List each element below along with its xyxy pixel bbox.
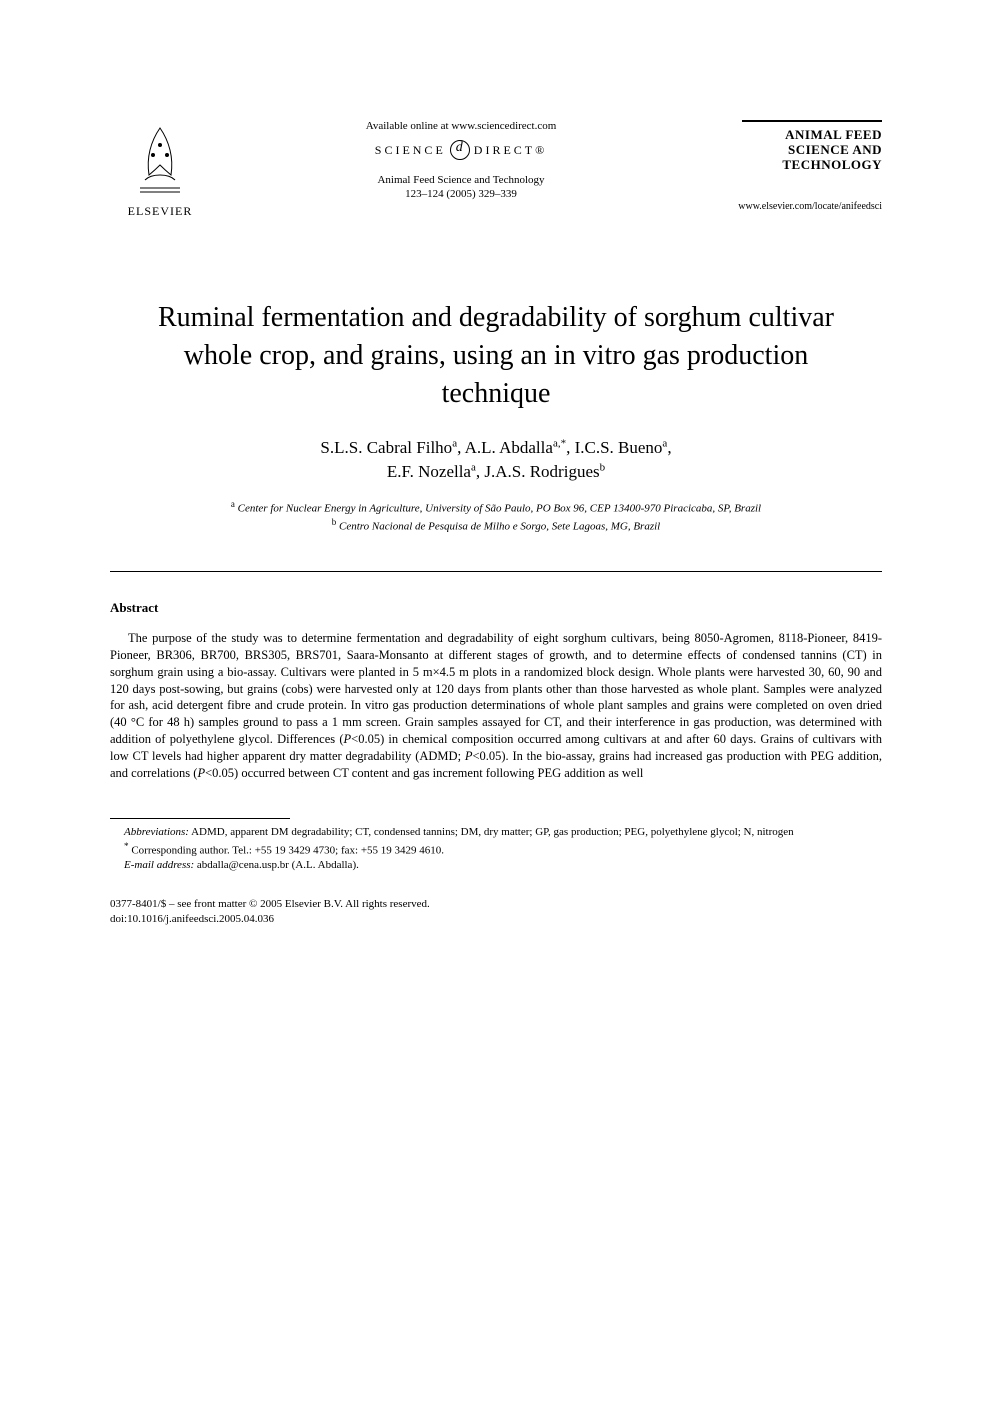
author-2: , A.L. Abdalla bbox=[457, 438, 553, 457]
journal-name-center: Animal Feed Science and Technology bbox=[230, 174, 692, 186]
abbrev-text: ADMD, apparent DM degradability; CT, con… bbox=[189, 826, 794, 838]
sd-right: DIRECT® bbox=[474, 143, 547, 158]
author-3-comma: , bbox=[667, 438, 671, 457]
email-value: abdalla@cena.usp.br (A.L. Abdalla). bbox=[194, 859, 359, 871]
corr-text: Corresponding author. Tel.: +55 19 3429 … bbox=[129, 844, 444, 856]
authors: S.L.S. Cabral Filhoa, A.L. Abdallaa,*, I… bbox=[110, 436, 882, 484]
abbreviations-line: Abbreviations: ADMD, apparent DM degrada… bbox=[110, 825, 882, 840]
jt-l1: ANIMAL FEED bbox=[785, 127, 882, 142]
header-row: ELSEVIER Available online at www.science… bbox=[110, 120, 882, 219]
publisher-block: ELSEVIER bbox=[110, 120, 210, 219]
jt-l3: TECHNOLOGY bbox=[782, 157, 882, 172]
copyright-block: 0377-8401/$ – see front matter © 2005 El… bbox=[110, 897, 882, 927]
abstract-body: The purpose of the study was to determin… bbox=[110, 630, 882, 782]
journal-block: ANIMAL FEED SCIENCE AND TECHNOLOGY www.e… bbox=[712, 120, 882, 212]
issn-line: 0377-8401/$ – see front matter © 2005 El… bbox=[110, 897, 882, 912]
affil-a: Center for Nuclear Energy in Agriculture… bbox=[235, 503, 761, 515]
author-5-sup: b bbox=[600, 462, 606, 474]
header-center: Available online at www.sciencedirect.co… bbox=[210, 120, 712, 200]
sd-left: SCIENCE bbox=[375, 143, 446, 158]
abs-p1: P bbox=[344, 732, 352, 746]
jt-l2: SCIENCE AND bbox=[788, 142, 882, 157]
volume-pages: 123–124 (2005) 329–339 bbox=[230, 188, 692, 200]
author-3: , I.C.S. Bueno bbox=[566, 438, 662, 457]
author-4: E.F. Nozella bbox=[387, 462, 471, 481]
abs-p3: P bbox=[197, 766, 205, 780]
corresponding-author-line: * Corresponding author. Tel.: +55 19 342… bbox=[110, 840, 882, 859]
affil-b: Centro Nacional de Pesquisa de Milho e S… bbox=[336, 521, 660, 533]
footnotes: Abbreviations: ADMD, apparent DM degrada… bbox=[110, 825, 882, 873]
abs-post: <0.05) occurred between CT content and g… bbox=[205, 766, 643, 780]
elsevier-logo bbox=[125, 120, 195, 200]
science-direct-logo: SCIENCE DIRECT® bbox=[230, 140, 692, 160]
available-online-text: Available online at www.sciencedirect.co… bbox=[230, 120, 692, 132]
doi-line: doi:10.1016/j.anifeedsci.2005.04.036 bbox=[110, 912, 882, 927]
author-2-sup: a, bbox=[553, 438, 561, 450]
abstract-heading: Abstract bbox=[110, 600, 882, 616]
author-1: S.L.S. Cabral Filho bbox=[320, 438, 452, 457]
email-line: E-mail address: abdalla@cena.usp.br (A.L… bbox=[110, 858, 882, 873]
abbrev-label: Abbreviations: bbox=[124, 826, 189, 838]
email-label: E-mail address: bbox=[124, 859, 194, 871]
journal-rule bbox=[742, 120, 882, 122]
affiliations: a Center for Nuclear Energy in Agricultu… bbox=[110, 498, 882, 535]
journal-url: www.elsevier.com/locate/anifeedsci bbox=[712, 201, 882, 212]
article-title: Ruminal fermentation and degradability o… bbox=[110, 299, 882, 412]
author-5: , J.A.S. Rodrigues bbox=[476, 462, 600, 481]
journal-title: ANIMAL FEED SCIENCE AND TECHNOLOGY bbox=[712, 128, 882, 173]
sd-circle-icon bbox=[450, 140, 470, 160]
publisher-name: ELSEVIER bbox=[128, 204, 193, 219]
section-rule bbox=[110, 571, 882, 572]
abs-pre: The purpose of the study was to determin… bbox=[110, 631, 882, 746]
footnote-rule bbox=[110, 818, 290, 819]
